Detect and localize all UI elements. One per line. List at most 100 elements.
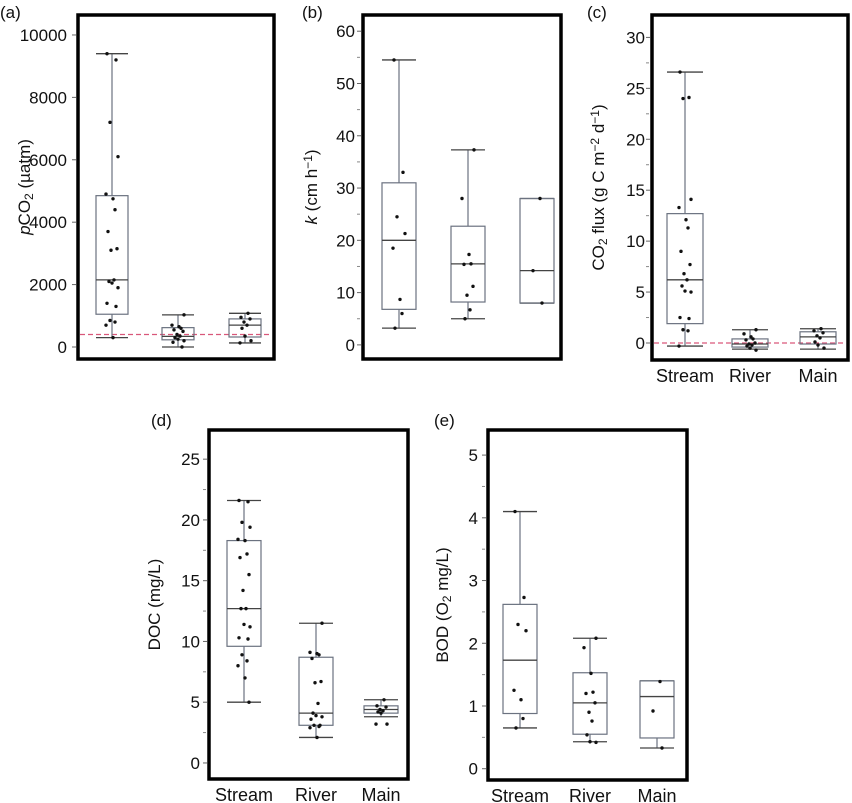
panel-label: (b) xyxy=(302,3,323,22)
data-point xyxy=(522,595,526,600)
data-point xyxy=(540,301,544,305)
data-point xyxy=(171,340,175,345)
data-point xyxy=(314,713,318,718)
y-axis-label: CO2 flux (g C m−2 d−1) xyxy=(588,104,610,270)
y-tick-label: 5 xyxy=(469,446,478,465)
data-point xyxy=(744,338,748,342)
data-point xyxy=(112,278,116,282)
data-point xyxy=(524,629,528,633)
x-category-label: Stream xyxy=(215,785,273,803)
box-main xyxy=(363,698,399,726)
data-point xyxy=(401,170,405,175)
data-point xyxy=(584,691,588,696)
data-point xyxy=(460,196,464,201)
y-axis-label-part: BOD (O xyxy=(433,602,452,662)
data-point xyxy=(248,317,252,321)
data-point xyxy=(248,625,252,629)
y-tick-label: 25 xyxy=(626,79,645,98)
y-axis-label-part: (cm h xyxy=(302,169,321,216)
data-point xyxy=(469,262,473,266)
y-tick-label: 0 xyxy=(191,754,200,773)
data-point xyxy=(403,231,407,236)
data-point xyxy=(677,344,681,348)
data-point xyxy=(677,205,681,210)
y-tick-label: 2000 xyxy=(29,276,67,295)
data-point xyxy=(247,572,251,577)
data-point xyxy=(516,622,520,627)
data-point xyxy=(179,326,183,330)
y-axis-label-part: CO xyxy=(589,245,608,271)
data-point xyxy=(689,290,693,294)
data-point xyxy=(812,329,816,333)
box-river xyxy=(731,328,769,352)
x-category-label: River xyxy=(569,786,611,803)
y-axis-label-part: 2 xyxy=(596,238,610,245)
data-point xyxy=(180,345,184,349)
y-tick-label: 30 xyxy=(626,28,645,47)
data-point xyxy=(531,268,535,273)
panel-b: (b) 0 10 20 30 40 50 60 k (cm h−1) xyxy=(301,3,563,361)
data-point xyxy=(472,148,476,152)
data-point xyxy=(311,711,315,715)
y-tick-label: 10 xyxy=(626,232,645,251)
data-point xyxy=(317,653,321,657)
data-point xyxy=(400,311,404,316)
data-point xyxy=(582,645,586,650)
data-point xyxy=(239,315,243,320)
data-point xyxy=(113,320,117,324)
data-point xyxy=(678,70,682,74)
y-tick-label: 15 xyxy=(626,181,645,200)
box-main xyxy=(639,679,675,750)
x-category-label: River xyxy=(729,366,771,386)
data-point xyxy=(813,340,817,344)
data-point xyxy=(240,326,244,330)
data-point xyxy=(679,249,683,254)
data-point xyxy=(745,344,749,348)
data-point xyxy=(585,733,589,737)
data-point xyxy=(239,606,243,611)
data-point xyxy=(816,343,820,347)
data-point xyxy=(247,700,251,704)
y-tick-label: 6000 xyxy=(29,151,67,170)
data-point xyxy=(660,746,664,750)
data-point xyxy=(246,499,250,504)
data-point xyxy=(246,637,250,641)
x-category-label: Stream xyxy=(656,366,714,386)
y-tick-label: 4000 xyxy=(29,213,67,232)
data-point xyxy=(681,328,685,332)
data-point xyxy=(392,58,396,62)
y-axis-label-part: d xyxy=(589,124,608,138)
data-point xyxy=(375,704,379,708)
panel-label: (e) xyxy=(434,411,455,430)
box-iqr xyxy=(666,213,704,325)
data-point xyxy=(312,723,316,727)
data-point xyxy=(245,552,249,556)
data-point xyxy=(519,698,523,702)
data-point xyxy=(308,650,312,655)
data-point xyxy=(249,339,253,343)
data-point xyxy=(468,308,472,312)
y-tick-label: 0 xyxy=(346,336,355,355)
box-stream xyxy=(226,498,262,704)
data-point xyxy=(105,51,109,56)
y-axis-label-part: ) xyxy=(589,104,608,110)
data-point xyxy=(395,215,399,219)
data-point xyxy=(678,315,682,320)
data-point xyxy=(110,281,114,285)
data-point xyxy=(245,659,249,663)
data-point xyxy=(240,520,244,525)
data-point xyxy=(175,332,179,337)
y-tick-label: 30 xyxy=(336,179,355,198)
y-axis-label-part: CO xyxy=(15,200,34,226)
box-iqr xyxy=(519,197,555,304)
data-point xyxy=(172,328,176,332)
plot-frame xyxy=(650,13,850,362)
data-point xyxy=(237,636,241,640)
box-river xyxy=(161,313,195,349)
data-point xyxy=(178,334,182,338)
data-point xyxy=(748,346,752,350)
data-point xyxy=(238,555,242,560)
box-iqr xyxy=(502,603,538,715)
box-main xyxy=(799,327,837,350)
